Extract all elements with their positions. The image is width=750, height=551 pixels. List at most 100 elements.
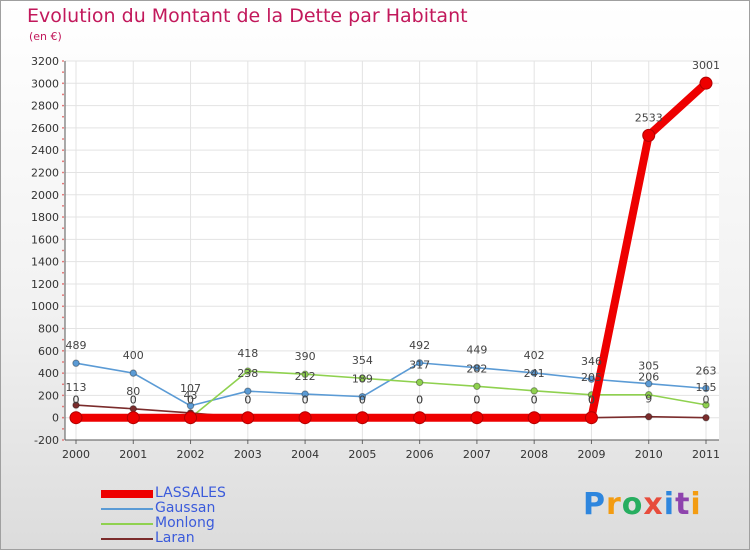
data-label: 115 (696, 381, 717, 394)
data-label: 0 (302, 394, 309, 407)
data-label: 400 (123, 349, 144, 362)
data-point (358, 374, 367, 382)
data-label: 354 (352, 354, 373, 367)
data-label: 0 (244, 394, 251, 407)
data-point (126, 411, 140, 425)
x-tick-label: 2009 (577, 448, 605, 461)
data-label: 0 (187, 394, 194, 407)
y-minor-tick (62, 271, 64, 274)
x-tick-label: 2005 (348, 448, 376, 461)
y-tick-label: 400 (38, 367, 59, 380)
data-label: 0 (416, 394, 423, 407)
data-label: 2533 (635, 111, 663, 124)
data-point (244, 367, 252, 375)
x-tick-label: 2007 (463, 448, 491, 461)
data-label: 43 (184, 389, 198, 402)
data-label: 346 (581, 355, 602, 368)
y-minor-tick (62, 427, 64, 430)
data-label: 80 (126, 385, 140, 398)
data-point (298, 411, 312, 425)
data-label: 9 (645, 393, 652, 406)
data-point (415, 359, 424, 367)
data-point (470, 411, 484, 425)
y-minor-tick (62, 383, 64, 386)
y-minor-tick (62, 294, 64, 296)
data-point (244, 387, 252, 395)
data-label: 402 (524, 349, 545, 362)
y-minor-tick (62, 283, 64, 285)
data-label: 205 (581, 371, 602, 384)
y-minor-tick (62, 138, 64, 140)
y-minor-tick (62, 349, 64, 352)
data-point (241, 411, 255, 425)
y-minor-tick (62, 115, 64, 118)
y-tick-label: 1800 (31, 211, 59, 224)
y-tick-label: 2200 (31, 166, 59, 179)
y-minor-tick (62, 361, 64, 363)
y-minor-tick (62, 193, 64, 196)
data-label: 263 (696, 364, 717, 377)
data-point (72, 401, 80, 409)
y-minor-tick (62, 71, 64, 74)
data-label: 305 (638, 360, 659, 373)
y-minor-tick (62, 171, 64, 174)
data-label: 489 (66, 339, 87, 352)
data-label: 0 (73, 394, 80, 407)
y-minor-tick (62, 260, 64, 263)
legend-swatch (101, 490, 153, 498)
data-point (702, 384, 710, 393)
data-point (645, 413, 653, 421)
legend-label: LASSALES (155, 485, 226, 501)
series-line (72, 79, 710, 422)
data-label: 492 (409, 339, 430, 352)
y-tick-label: 1000 (31, 300, 59, 313)
y-tick-label: -200 (34, 434, 59, 447)
data-point (642, 128, 656, 142)
data-label: 0 (473, 394, 480, 407)
chart-subtitle: (en €) (29, 30, 62, 43)
data-label: 0 (703, 394, 710, 407)
data-point (587, 375, 596, 383)
plot-area (65, 61, 719, 440)
data-label: 0 (302, 394, 309, 407)
data-point (584, 411, 598, 425)
x-tick-label: 2002 (177, 448, 205, 461)
data-label: 3001 (692, 59, 720, 72)
legend-label: Gaussan (155, 500, 216, 516)
y-minor-tick (62, 126, 64, 129)
x-tick-label: 2008 (520, 448, 548, 461)
data-label: 0 (416, 394, 423, 407)
data-point (645, 380, 653, 388)
x-tick-label: 2011 (692, 448, 720, 461)
data-label: 107 (180, 382, 201, 395)
y-minor-tick (62, 405, 64, 408)
x-tick-label: 2004 (291, 448, 319, 461)
y-tick-label: 600 (38, 345, 59, 358)
data-label: 206 (638, 371, 659, 384)
data-label: 0 (244, 394, 251, 407)
data-label: 0 (130, 394, 137, 407)
y-tick-label: 2000 (31, 189, 59, 202)
data-point (527, 411, 541, 425)
y-minor-tick (62, 338, 64, 341)
y-minor-tick (62, 182, 64, 185)
y-minor-tick (62, 439, 64, 441)
y-minor-tick (62, 416, 64, 419)
legend-swatch (101, 538, 153, 540)
data-label: 0 (473, 394, 480, 407)
y-tick-label: 1200 (31, 278, 59, 291)
data-label: 238 (237, 367, 258, 380)
y-minor-tick (62, 372, 64, 375)
x-tick-label: 2010 (635, 448, 663, 461)
y-minor-tick (62, 249, 64, 252)
chart-title: Evolution du Montant de la Dette par Hab… (27, 5, 468, 27)
data-label: 0 (359, 394, 366, 407)
y-minor-tick (62, 238, 64, 241)
y-minor-tick (62, 93, 64, 96)
legend-label: Monlong (155, 515, 215, 531)
data-point (699, 76, 713, 90)
data-label: 0 (359, 394, 366, 407)
y-tick-label: 3000 (31, 77, 59, 90)
data-point (530, 369, 538, 377)
